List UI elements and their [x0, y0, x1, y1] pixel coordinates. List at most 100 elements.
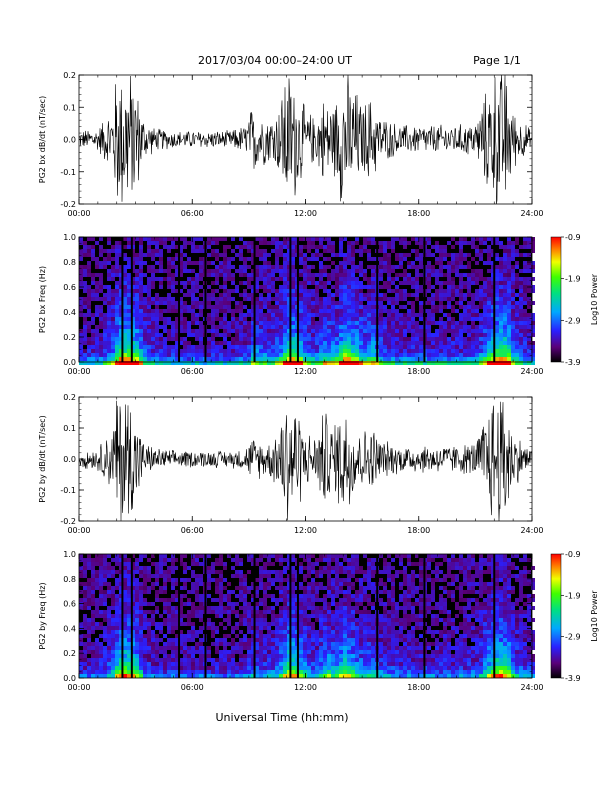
heatmap-cell: [223, 634, 227, 638]
heatmap-cell: [131, 566, 135, 570]
heatmap-cell: [347, 293, 351, 297]
heatmap-cell: [143, 253, 147, 257]
heatmap-cell: [315, 329, 319, 333]
heatmap-cell: [207, 646, 211, 650]
heatmap-cell: [367, 361, 371, 365]
heatmap-cell: [179, 265, 183, 269]
heatmap-cell: [511, 249, 515, 253]
heatmap-cell: [191, 602, 195, 606]
heatmap-cell: [111, 630, 115, 634]
heatmap-cell: [411, 309, 415, 313]
heatmap-cell: [99, 313, 103, 317]
heatmap-cell: [327, 309, 331, 313]
heatmap-cell: [79, 666, 83, 670]
heatmap-cell: [443, 253, 447, 257]
heatmap-cell: [455, 357, 459, 361]
heatmap-cell: [371, 333, 375, 337]
heatmap-cell: [127, 570, 131, 574]
heatmap-cell: [107, 642, 111, 646]
heatmap-cell: [431, 357, 435, 361]
heatmap-cell: [303, 309, 307, 313]
heatmap-cell: [143, 666, 147, 670]
heatmap-cell: [435, 249, 439, 253]
heatmap-cell: [431, 345, 435, 349]
heatmap-cell: [327, 289, 331, 293]
heatmap-cell: [191, 305, 195, 309]
heatmap-cell: [259, 253, 263, 257]
heatmap-cell: [335, 357, 339, 361]
heatmap-cell: [459, 321, 463, 325]
heatmap-cell: [291, 245, 295, 249]
heatmap-cell: [287, 658, 291, 662]
heatmap-cell: [267, 265, 271, 269]
heatmap-cell: [135, 618, 139, 622]
heatmap-cell: [271, 349, 275, 353]
heatmap-cell: [255, 245, 259, 249]
heatmap-cell: [183, 654, 187, 658]
heatmap-cell: [231, 666, 235, 670]
heatmap-cell: [163, 357, 167, 361]
heatmap-cell: [479, 349, 483, 353]
heatmap-cell: [319, 305, 323, 309]
heatmap-cell: [107, 257, 111, 261]
heatmap-cell: [311, 622, 315, 626]
heatmap-cell: [251, 297, 255, 301]
heatmap-cell: [391, 345, 395, 349]
heatmap-cell: [507, 329, 511, 333]
heatmap-cell: [251, 666, 255, 670]
heatmap-cell: [319, 297, 323, 301]
heatmap-cell: [367, 341, 371, 345]
heatmap-cell: [431, 349, 435, 353]
heatmap-cell: [175, 642, 179, 646]
heatmap-cell: [315, 642, 319, 646]
heatmap-cell: [139, 670, 143, 674]
heatmap-cell: [83, 674, 87, 678]
heatmap-cell: [175, 674, 179, 678]
heatmap-cell: [147, 602, 151, 606]
heatmap-cell: [331, 253, 335, 257]
heatmap-cell: [523, 241, 527, 245]
heatmap-cell: [231, 674, 235, 678]
heatmap-cell: [251, 610, 255, 614]
heatmap-cell: [307, 241, 311, 245]
heatmap-cell: [239, 341, 243, 345]
heatmap-cell: [275, 309, 279, 313]
heatmap-cell: [87, 249, 91, 253]
heatmap-cell: [507, 285, 511, 289]
heatmap-cell: [267, 325, 271, 329]
heatmap-cell: [283, 241, 287, 245]
heatmap-cell: [163, 329, 167, 333]
heatmap-cell: [123, 313, 127, 317]
heatmap-cell: [335, 265, 339, 269]
heatmap-cell: [343, 285, 347, 289]
heatmap-cell: [327, 265, 331, 269]
heatmap-cell: [227, 670, 231, 674]
heatmap-cell: [151, 638, 155, 642]
heatmap-cell: [163, 642, 167, 646]
heatmap-cell: [427, 281, 431, 285]
heatmap-cell: [315, 341, 319, 345]
heatmap-cell: [103, 594, 107, 598]
heatmap-cell: [155, 574, 159, 578]
heatmap-cell: [195, 606, 199, 610]
heatmap-cell: [287, 273, 291, 277]
heatmap-cell: [439, 341, 443, 345]
heatmap-cell: [351, 313, 355, 317]
heatmap-cell: [187, 277, 191, 281]
colorbar: [550, 236, 562, 363]
heatmap-cell: [171, 670, 175, 674]
heatmap-cell: [275, 245, 279, 249]
heatmap-cell: [103, 285, 107, 289]
heatmap-cell: [187, 353, 191, 357]
y-tick-label: 0.1: [63, 103, 76, 112]
heatmap-cell: [279, 305, 283, 309]
heatmap-cell: [519, 353, 523, 357]
heatmap-cell: [211, 670, 215, 674]
heatmap-cell: [483, 349, 487, 353]
heatmap-cell: [199, 578, 203, 582]
heatmap-cell: [383, 353, 387, 357]
heatmap-cell: [263, 626, 267, 630]
heatmap-cell: [259, 345, 263, 349]
heatmap-cell: [527, 317, 531, 321]
heatmap-cell: [511, 241, 515, 245]
